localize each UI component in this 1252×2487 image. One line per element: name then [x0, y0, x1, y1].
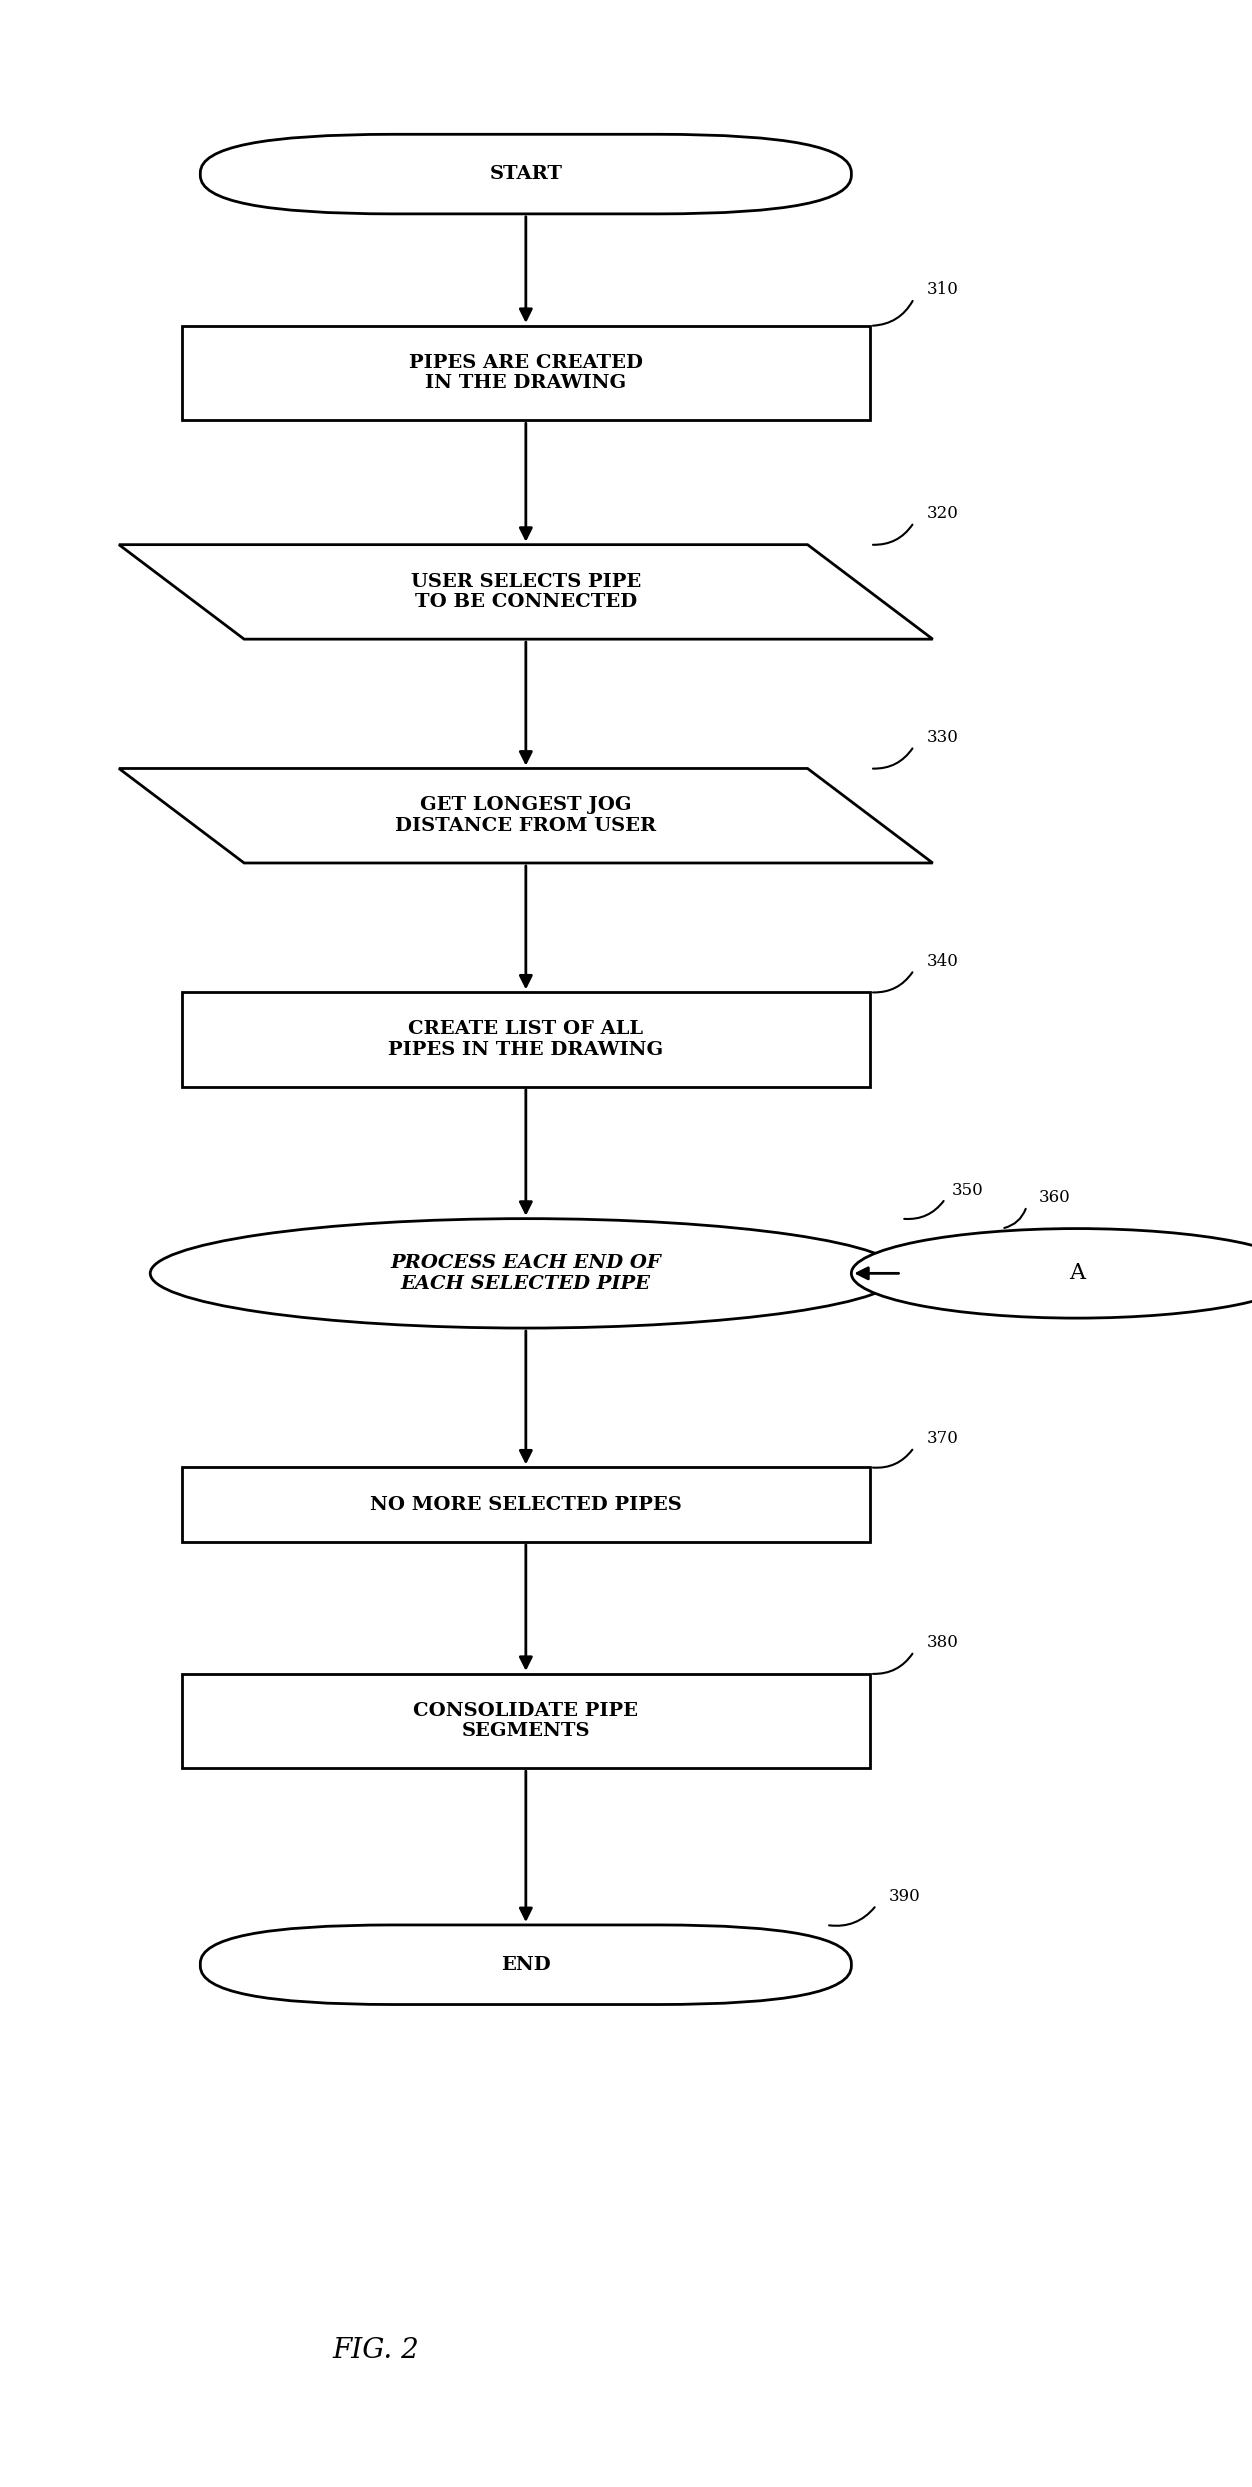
Polygon shape — [119, 545, 933, 639]
Text: USER SELECTS PIPE
TO BE CONNECTED: USER SELECTS PIPE TO BE CONNECTED — [411, 572, 641, 612]
Polygon shape — [119, 768, 933, 863]
FancyBboxPatch shape — [200, 1925, 851, 2005]
Bar — [182, 992, 870, 1087]
Text: 310: 310 — [926, 281, 958, 298]
Text: 390: 390 — [889, 1888, 920, 1905]
Text: END: END — [501, 1955, 551, 1975]
Text: 320: 320 — [926, 505, 958, 522]
Text: PIPES ARE CREATED
IN THE DRAWING: PIPES ARE CREATED IN THE DRAWING — [409, 353, 642, 393]
Circle shape — [851, 1229, 1252, 1318]
Ellipse shape — [150, 1219, 901, 1328]
Bar — [182, 1467, 870, 1542]
Text: GET LONGEST JOG
DISTANCE FROM USER: GET LONGEST JOG DISTANCE FROM USER — [396, 796, 656, 836]
Text: NO MORE SELECTED PIPES: NO MORE SELECTED PIPES — [369, 1495, 682, 1515]
Bar — [182, 1674, 870, 1768]
Text: 340: 340 — [926, 953, 958, 970]
Text: 350: 350 — [952, 1181, 983, 1199]
FancyBboxPatch shape — [200, 134, 851, 214]
Text: PROCESS EACH END OF
EACH SELECTED PIPE: PROCESS EACH END OF EACH SELECTED PIPE — [391, 1253, 661, 1293]
Text: 330: 330 — [926, 729, 958, 746]
Bar — [182, 326, 870, 420]
Text: CONSOLIDATE PIPE
SEGMENTS: CONSOLIDATE PIPE SEGMENTS — [413, 1701, 639, 1741]
Text: 360: 360 — [1039, 1189, 1070, 1206]
Text: FIG. 2: FIG. 2 — [332, 2338, 419, 2363]
Text: CREATE LIST OF ALL
PIPES IN THE DRAWING: CREATE LIST OF ALL PIPES IN THE DRAWING — [388, 1020, 664, 1059]
Text: 370: 370 — [926, 1430, 958, 1447]
Text: A: A — [1069, 1263, 1084, 1283]
Text: START: START — [490, 164, 562, 184]
Text: 380: 380 — [926, 1634, 958, 1651]
